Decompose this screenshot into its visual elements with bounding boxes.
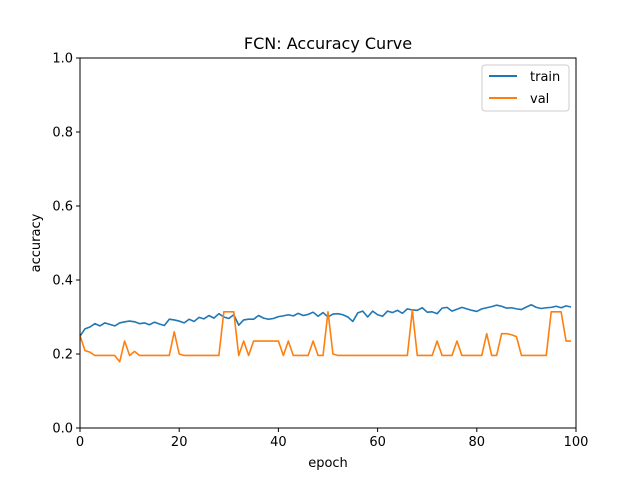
y-tick-label: 0.2 (52, 348, 73, 363)
x-tick-label: 20 (171, 435, 188, 450)
x-axis-label: epoch (308, 456, 348, 471)
series-lines (79, 303, 572, 363)
x-axis-ticks: 0 20 40 60 80 100 (76, 428, 589, 450)
legend-label-train: train (530, 70, 560, 85)
series-line-train (79, 303, 572, 337)
x-tick-label: 40 (270, 435, 287, 450)
y-tick-label: 0.6 (52, 200, 73, 215)
series-line-val (79, 309, 572, 363)
y-tick-label: 1.0 (52, 52, 73, 67)
legend: train val (481, 64, 570, 112)
chart-title: FCN: Accuracy Curve (244, 34, 412, 53)
x-tick-label: 0 (76, 435, 84, 450)
y-tick-label: 0.4 (52, 274, 73, 289)
legend-label-val: val (530, 92, 549, 107)
plot-frame (79, 57, 577, 429)
plot-area (80, 58, 576, 428)
y-tick-label: 0.8 (52, 126, 73, 141)
y-axis-ticks: 0.0 0.2 0.4 0.6 0.8 1.0 (52, 52, 80, 437)
x-tick-label: 60 (369, 435, 386, 450)
y-axis-label: accuracy (29, 213, 44, 272)
x-tick-label: 80 (469, 435, 486, 450)
x-tick-label: 100 (564, 435, 589, 450)
y-tick-label: 0.0 (52, 422, 73, 437)
